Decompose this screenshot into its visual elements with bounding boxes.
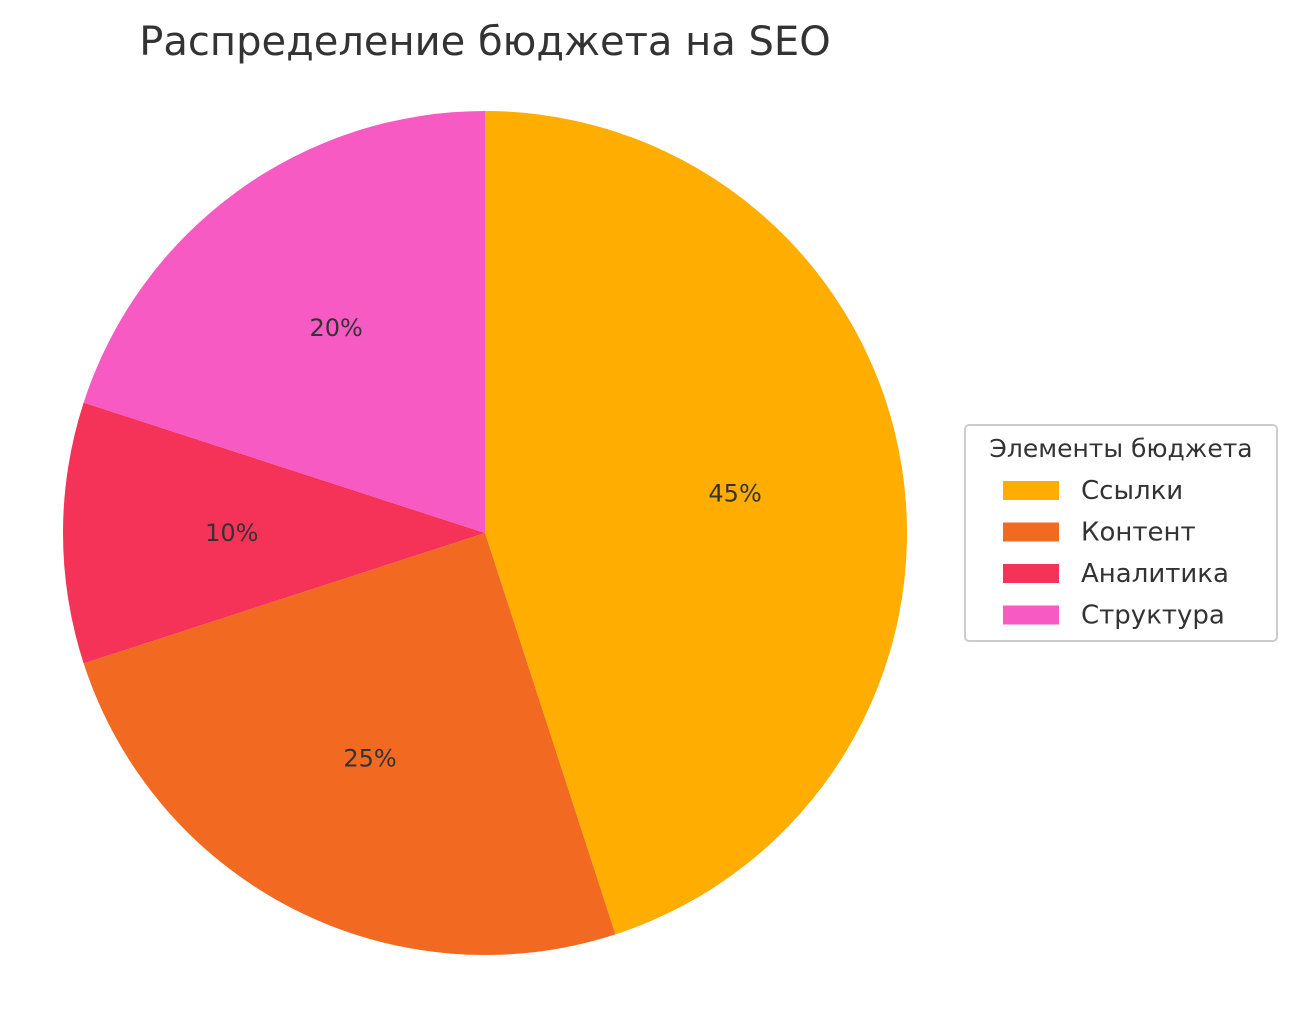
legend-title: Элементы бюджета (989, 434, 1252, 463)
pie-slice-4 (83, 111, 486, 533)
legend-label-1: Ссылки (1081, 476, 1183, 506)
pie-slices (62, 110, 908, 956)
chart-title: Распределение бюджета на SEO (139, 19, 830, 65)
legend-items: Ссылки Контент Аналитика Структура (1003, 476, 1229, 631)
pie-slice-2 (83, 533, 616, 956)
legend-label-4: Структура (1081, 601, 1225, 631)
legend-label-3: Аналитика (1081, 559, 1229, 589)
legend-box (964, 424, 1278, 642)
legend-label-2: Контент (1081, 518, 1196, 548)
pie-slice-1 (485, 110, 908, 935)
pie-slice-label-1: 45% (708, 479, 761, 507)
pie-slice-label-3: 10% (205, 519, 258, 547)
legend-swatch-1 (1003, 481, 1059, 500)
pie-slice-label-4: 20% (309, 314, 362, 342)
legend-swatch-4 (1003, 605, 1059, 625)
legend: Элементы бюджета СсылкиКонтентАналитикаС… (964, 424, 1278, 642)
legend-swatch-3 (1003, 564, 1059, 583)
pie-slice-label-2: 25% (343, 745, 396, 773)
pie-slice-3 (62, 402, 486, 664)
legend-swatch-2 (1003, 522, 1059, 542)
pie-percentage-labels: 45% 25% 10% 20% (205, 314, 762, 772)
